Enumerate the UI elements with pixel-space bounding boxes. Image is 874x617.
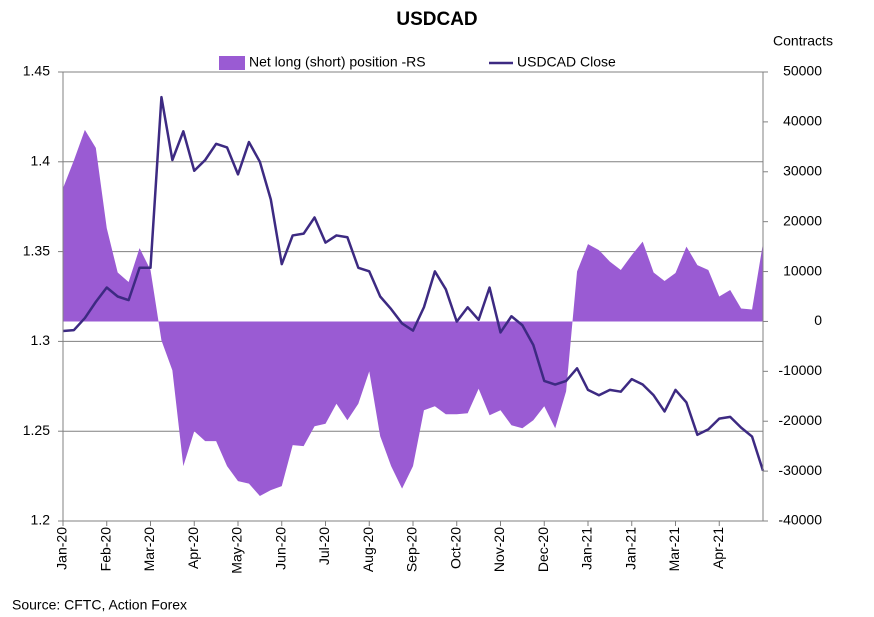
x-tick-label: Dec-20 [535,527,551,572]
y2-tick-label: -10000 [778,362,822,378]
y-tick-label: 1.3 [31,332,51,348]
y-tick-label: 1.45 [23,63,50,79]
y2-tick-label: 0 [814,312,822,328]
x-tick-label: Aug-20 [360,527,376,572]
chart-title: USDCAD [396,9,477,30]
line [62,95,765,472]
x-tick-label: Mar-20 [141,527,157,572]
x-tick-label: Apr-20 [185,527,201,569]
x-tick-label: Jun-20 [272,527,288,570]
x-tick-label: Oct-20 [447,527,463,569]
x-tick-label: Feb-20 [97,527,113,572]
legend-label: USDCAD Close [517,54,616,70]
y2-tick-label: 20000 [783,212,822,228]
x-tick-label: Jan-21 [579,527,595,570]
y-tick-label: 1.25 [23,422,50,438]
y2-tick-label: -30000 [778,462,822,478]
y2-tick-label: 10000 [783,262,822,278]
y-tick-label: 1.2 [31,512,51,528]
y2-tick-label: 50000 [783,63,822,79]
y-tick-label: 1.35 [23,242,50,258]
x-tick-label: Sep-20 [404,527,420,572]
x-tick-label: Nov-20 [491,527,507,572]
x-tick-label: Mar-21 [666,527,682,572]
area [63,129,763,497]
x-tick-label: Jan-20 [54,527,70,570]
y2-tick-label: -20000 [778,412,822,428]
y2-tick-label: 40000 [783,113,822,129]
x-tick-label: Jul-20 [316,527,332,565]
y2-tick-label: 30000 [783,162,822,178]
x-tick-label: May-20 [229,527,245,574]
y2-tick-label: -40000 [778,512,822,528]
legend-label: Net long (short) position -RS [249,54,426,70]
y-tick-label: 1.4 [31,153,51,169]
legend-swatch [219,56,245,70]
y2-axis-label: Contracts [773,33,833,49]
x-tick-label: Apr-21 [710,527,726,569]
x-tick-label: Jan-21 [622,527,638,570]
source: Source: CFTC, Action Forex [12,597,187,613]
